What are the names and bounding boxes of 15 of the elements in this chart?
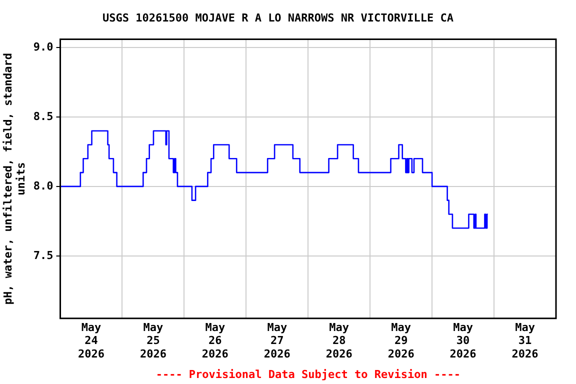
y-tick-label: 8.0	[33, 179, 54, 192]
x-tick-label: May 26 2026	[202, 320, 229, 360]
text: ---- Provisional Data Subject to Revision ----	[156, 368, 460, 381]
y-tick-label: 7.5	[33, 248, 54, 262]
x-tick-label: May 30 2026	[450, 320, 477, 360]
y-tick-label: 8.5	[33, 110, 54, 123]
chart-title: USGS 10261500 MOJAVE R A LO NARROWS NR VICTORVILLE CA	[102, 11, 454, 24]
x-tick-label: May 24 2026	[78, 320, 105, 360]
x-tick-label: May 28 2026	[326, 320, 353, 360]
y-axis-title: pH, water, unfiltered, field, standard units	[1, 52, 28, 305]
y-tick-label: 9.0	[33, 40, 54, 54]
x-tick-label: May 27 2026	[264, 320, 291, 360]
x-tick-label: May 31 2026	[512, 320, 539, 360]
x-tick-label: May 25 2026	[140, 320, 167, 360]
x-tick-label: May 29 2026	[388, 320, 415, 360]
